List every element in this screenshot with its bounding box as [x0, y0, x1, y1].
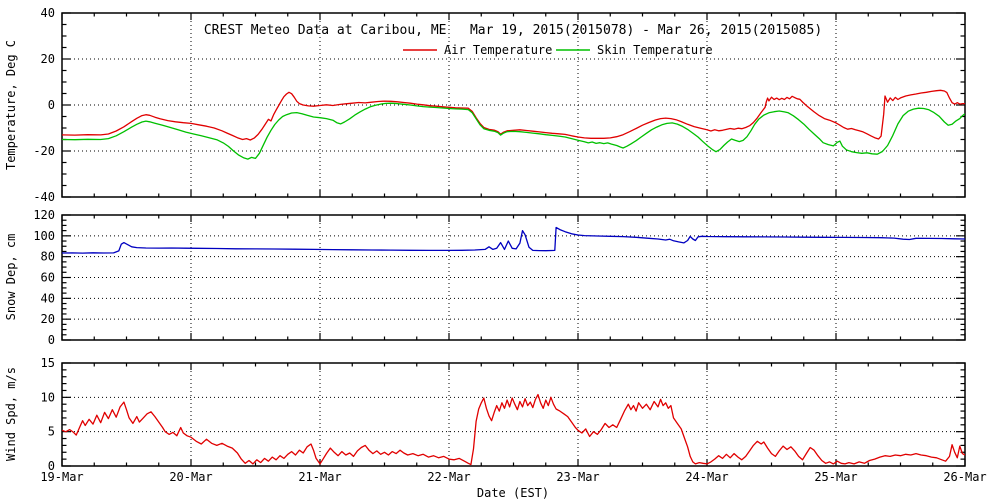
panel-border [61, 214, 966, 341]
panel-border [61, 362, 966, 467]
legend: Air Temperature Skin Temperature [403, 43, 713, 57]
x-tick-label: 25-Mar [814, 470, 857, 484]
panel-border [61, 12, 966, 198]
x-tick-label: 23-Mar [556, 470, 599, 484]
y-tick-label: -40 [33, 190, 55, 204]
y-label-wind-speed: Wind Spd, m/s [4, 367, 18, 461]
panel-snow-depth: 120 100 80 60 40 20 0 [33, 208, 966, 347]
air-temperature-line [62, 89, 965, 141]
x-tick-label: 26-Mar [943, 470, 986, 484]
snow-depth-line [62, 226, 965, 254]
y-tick-label: 15 [41, 356, 55, 370]
y-label-snow-depth: Snow Dep, cm [4, 234, 18, 321]
x-axis-title: Date (EST) [477, 486, 549, 500]
chart-layer: 40 20 0 -20 -40 120 100 80 60 40 20 0 15 10 5 0 [33, 6, 966, 473]
x-tick-labels: 19-Mar 20-Mar 21-Mar 22-Mar 23-Mar 24-Ma… [40, 470, 986, 484]
y-tick-label: 0 [48, 459, 55, 473]
chart-title: CREST Meteo Data at Caribou, ME Mar 19, … [204, 23, 822, 38]
x-tick-label: 20-Mar [169, 470, 212, 484]
y-tick-label: 60 [41, 271, 55, 285]
y-tick-label: 0 [48, 333, 55, 347]
y-tick-label: 5 [48, 425, 55, 439]
x-tick-label: 19-Mar [40, 470, 83, 484]
y-label-temperature: Temperature, Deg C [4, 40, 18, 170]
panel-temperature: 40 20 0 -20 -40 [33, 6, 966, 204]
y-tick-label: 20 [41, 52, 55, 66]
y-tick-label: 0 [48, 98, 55, 112]
legend-air-label: Air Temperature [444, 43, 552, 57]
x-tick-label: 22-Mar [427, 470, 470, 484]
y-tick-label: 10 [41, 390, 55, 404]
skin-temperature-line [62, 102, 965, 160]
legend-skin-label: Skin Temperature [597, 43, 713, 57]
x-tick-label: 21-Mar [298, 470, 341, 484]
panel-wind-speed: 15 10 5 0 [41, 356, 966, 473]
y-tick-label: 40 [41, 291, 55, 305]
y-tick-label: 120 [33, 208, 55, 222]
y-tick-label: 100 [33, 229, 55, 243]
y-tick-label: 40 [41, 6, 55, 20]
y-tick-label: -20 [33, 144, 55, 158]
y-tick-label: 20 [41, 312, 55, 326]
x-tick-label: 24-Mar [685, 470, 728, 484]
y-tick-label: 80 [41, 250, 55, 264]
wind-speed-line [62, 393, 965, 466]
